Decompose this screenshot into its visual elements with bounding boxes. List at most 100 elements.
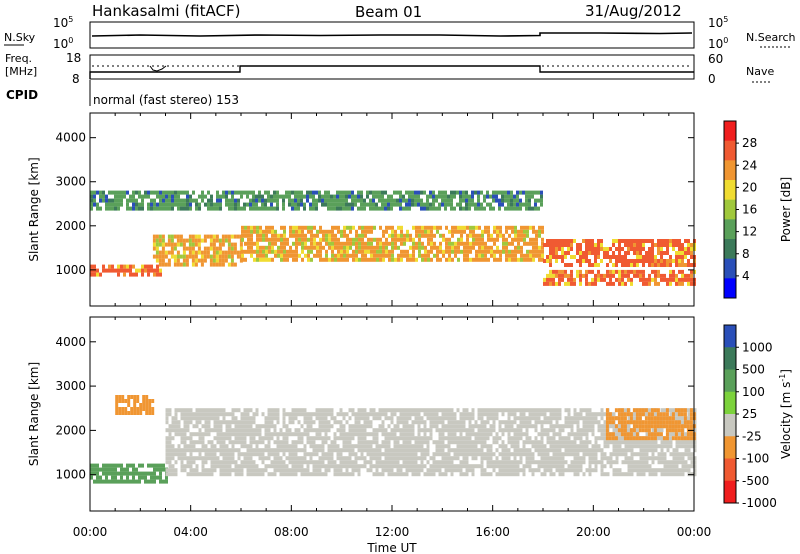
data-cell-band-2 (656, 420, 660, 425)
data-cell-band-1 (348, 456, 352, 461)
data-cell-band-3 (657, 239, 660, 243)
data-cell-band-1 (501, 420, 505, 425)
data-cell-band-5 (414, 202, 417, 207)
data-cell-band-5 (327, 190, 330, 195)
data-cell-band-1 (612, 448, 616, 453)
data-cell-band-1 (348, 408, 352, 413)
data-cell-band-2 (674, 424, 678, 429)
data-cell-band-4 (609, 273, 612, 278)
data-cell-band-3 (567, 251, 570, 255)
data-cell-band-5 (342, 202, 345, 207)
data-cell-band-1 (168, 472, 172, 477)
data-cell-band-2 (484, 249, 487, 254)
data-cell-band-1 (486, 416, 490, 421)
data-cell-band-2 (653, 420, 657, 425)
data-cell-band-3 (561, 243, 564, 247)
data-cell-band-5 (231, 190, 234, 195)
data-cell-band-4 (618, 281, 621, 286)
data-cell-band-1 (176, 238, 180, 243)
data-cell-band-2 (289, 245, 292, 250)
data-cell-band-1 (543, 432, 547, 437)
data-cell-band-2 (355, 233, 358, 238)
data-cell-band-2 (605, 420, 609, 425)
data-cell-band-1 (197, 250, 201, 255)
data-cell-band-1 (420, 460, 424, 465)
data-cell-band-1 (561, 456, 565, 461)
data-cell-band-1 (663, 472, 667, 477)
data-cell-band-1 (444, 424, 448, 429)
data-cell-band-1 (564, 436, 568, 441)
data-cell-band-1 (468, 452, 472, 457)
data-cell-band-5 (423, 190, 426, 195)
data-cell-band-1 (279, 472, 283, 477)
data-cell-band-1 (669, 468, 673, 473)
data-cell-band-1 (651, 440, 655, 445)
data-cell-band-1 (648, 468, 652, 473)
data-cell-band-1 (396, 472, 400, 477)
data-cell-band-1 (369, 440, 373, 445)
data-cell-band-1 (579, 440, 583, 445)
data-cell-band-1 (204, 428, 208, 433)
data-cell-band-1 (609, 452, 613, 457)
data-cell-band-1 (537, 460, 541, 465)
data-cell-band-5 (312, 198, 315, 203)
data-cell-band-1 (684, 464, 688, 469)
data-cell-band-1 (288, 452, 292, 457)
data-cell-band-1 (276, 436, 280, 441)
data-cell-band-1 (185, 254, 189, 259)
data-cell-band-1 (450, 436, 454, 441)
data-cell-band-5 (126, 206, 129, 211)
data-cell-band-5 (519, 190, 522, 195)
data-cell-band-1 (534, 460, 538, 465)
data-cell-band-1 (261, 452, 265, 457)
data-cell-band-0 (123, 471, 126, 476)
data-cell-band-1 (318, 456, 322, 461)
data-cell-band-1 (438, 420, 442, 425)
data-cell-band-1 (561, 468, 565, 473)
data-cell-band-2 (376, 249, 379, 254)
data-cell-band-1 (534, 420, 538, 425)
data-cell-band-3 (588, 263, 591, 267)
data-cell-band-1 (549, 440, 553, 445)
data-cell-band-2 (632, 420, 636, 425)
data-cell-band-1 (212, 242, 216, 247)
data-cell-band-2 (400, 237, 403, 242)
data-cell-band-1 (435, 408, 439, 413)
data-cell-band-1 (393, 448, 397, 453)
data-cell-band-5 (447, 198, 450, 203)
data-cell-band-1 (288, 416, 292, 421)
data-cell-band-1 (447, 464, 451, 469)
data-cell-band-3 (549, 243, 552, 247)
data-cell-band-5 (501, 194, 504, 199)
data-cell-band-1 (531, 472, 535, 477)
data-cell-band-1 (273, 412, 277, 417)
data-cell-band-1 (309, 456, 313, 461)
data-cell-band-1 (645, 412, 649, 417)
data-cell-band-2 (274, 253, 277, 258)
data-cell-band-5 (504, 206, 507, 211)
data-cell-band-0 (96, 471, 99, 476)
data-cell-band-2 (454, 229, 457, 234)
data-cell-band-1 (465, 436, 469, 441)
data-cell-band-1 (672, 464, 676, 469)
data-cell-band-1 (465, 456, 469, 461)
data-cell-band-5 (210, 206, 213, 211)
data-cell-band-5 (348, 194, 351, 199)
data-cell-band-5 (360, 198, 363, 203)
data-cell-band-0 (120, 479, 123, 484)
x-axis-title: Time UT (366, 541, 417, 554)
data-cell-band-1 (375, 452, 379, 457)
data-cell-band-5 (483, 198, 486, 203)
data-cell-band-1 (255, 472, 259, 477)
data-cell-band-1 (486, 432, 490, 437)
data-cell-band-1 (651, 448, 655, 453)
data-cell-band-1 (183, 444, 187, 449)
data-cell-band-2 (644, 424, 648, 429)
data-cell-band-1 (504, 408, 508, 413)
data-cell-band-2 (283, 229, 286, 234)
data-cell-band-1 (309, 452, 313, 457)
data-cell-band-4 (675, 273, 678, 278)
data-cell-band-2 (469, 229, 472, 234)
data-cell-band-1 (525, 452, 529, 457)
data-cell-band-5 (297, 202, 300, 207)
